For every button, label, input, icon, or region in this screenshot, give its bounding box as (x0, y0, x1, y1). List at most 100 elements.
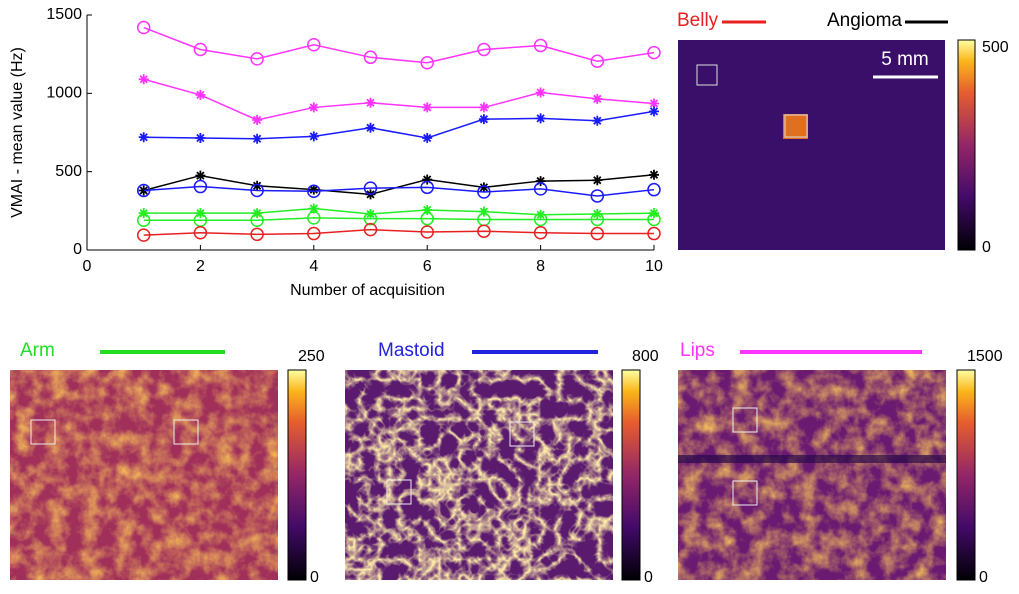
marker (308, 184, 319, 195)
y-tick-label: 1500 (46, 6, 82, 23)
colorbar-max: 500 (982, 39, 1009, 56)
marker (420, 225, 434, 239)
roi-box (509, 421, 535, 447)
x-tick-label: 8 (536, 258, 545, 275)
series-line (143, 207, 655, 216)
marker (307, 226, 321, 241)
marker (420, 211, 434, 226)
x-tick-label: 10 (645, 258, 663, 275)
marker (250, 213, 264, 227)
y-tick-label: 0 (73, 241, 82, 258)
legend-label: Belly (677, 10, 719, 31)
marker (138, 185, 149, 196)
marker (250, 227, 264, 242)
marker (477, 185, 491, 199)
marker (252, 180, 263, 191)
angioma-image (678, 40, 945, 250)
marker (363, 181, 378, 195)
colorbar-min: 0 (644, 569, 653, 586)
scale-bar-label: 5 mm (881, 49, 929, 70)
line-chart: 0 500 1000 1500 0 2 4 6 8 10 Number of acquisition… (9, 6, 663, 299)
marker (592, 115, 603, 126)
marker (138, 208, 149, 219)
roi-box (696, 64, 718, 86)
marker (193, 179, 208, 194)
marker (647, 182, 661, 197)
roi-box (173, 419, 199, 445)
series-line (143, 110, 655, 140)
marker (195, 89, 206, 100)
marker (252, 208, 263, 219)
colorbar-max: 800 (632, 348, 659, 365)
x-tick-label: 6 (423, 258, 432, 275)
marker (535, 176, 546, 187)
marker (307, 38, 321, 52)
marker (363, 211, 378, 226)
series-line (143, 217, 654, 221)
x-tick-label: 4 (309, 258, 318, 275)
marker (136, 20, 151, 35)
marker (592, 93, 603, 104)
panel-title: Mastoid (378, 340, 445, 361)
marker (478, 182, 489, 193)
roi-box (732, 407, 758, 433)
marker (308, 203, 319, 214)
marker (252, 114, 263, 125)
marker (533, 182, 548, 196)
marker (647, 212, 661, 227)
marker (250, 52, 264, 66)
x-tick-label: 2 (196, 258, 205, 275)
series-line (143, 185, 655, 197)
marker (590, 226, 605, 241)
marker (649, 106, 659, 117)
marker (365, 97, 376, 108)
series-line (143, 174, 655, 196)
marker (590, 189, 605, 203)
marker (422, 174, 433, 185)
marker (590, 212, 605, 227)
marker (365, 208, 376, 219)
marker (422, 205, 433, 216)
marker (535, 87, 546, 98)
marker (533, 38, 548, 53)
y-tick-label: 1000 (46, 85, 82, 102)
roi-box (386, 479, 412, 505)
marker (535, 209, 546, 220)
series-line (143, 26, 655, 64)
marker (422, 132, 433, 143)
colorbar (957, 39, 976, 251)
marker (535, 113, 546, 124)
marker (592, 175, 603, 186)
marker (136, 213, 151, 227)
marker (422, 102, 433, 113)
y-tick-label: 500 (55, 163, 82, 180)
panel-title: Arm (20, 340, 55, 361)
colorbar (287, 369, 307, 581)
colorbar (621, 369, 641, 581)
marker (363, 222, 378, 237)
roi-box (30, 419, 56, 445)
colorbar-min: 0 (982, 239, 991, 256)
marker (195, 132, 206, 143)
marker (195, 170, 206, 181)
marker (478, 102, 489, 113)
marker (420, 56, 434, 70)
marker (590, 54, 605, 68)
x-tick-label: 0 (83, 258, 92, 275)
panel-texture (678, 370, 946, 580)
marker (307, 211, 321, 225)
marker (477, 42, 491, 57)
marker (647, 226, 661, 241)
marker (533, 226, 548, 240)
marker (193, 42, 208, 57)
series-line (143, 228, 654, 236)
marker (477, 224, 491, 238)
y-axis-label: VMAI - mean value (Hz) (9, 47, 26, 218)
roi-box (784, 114, 808, 138)
marker (478, 114, 489, 125)
series-line (143, 78, 655, 121)
marker (307, 184, 321, 198)
marker (647, 45, 661, 60)
